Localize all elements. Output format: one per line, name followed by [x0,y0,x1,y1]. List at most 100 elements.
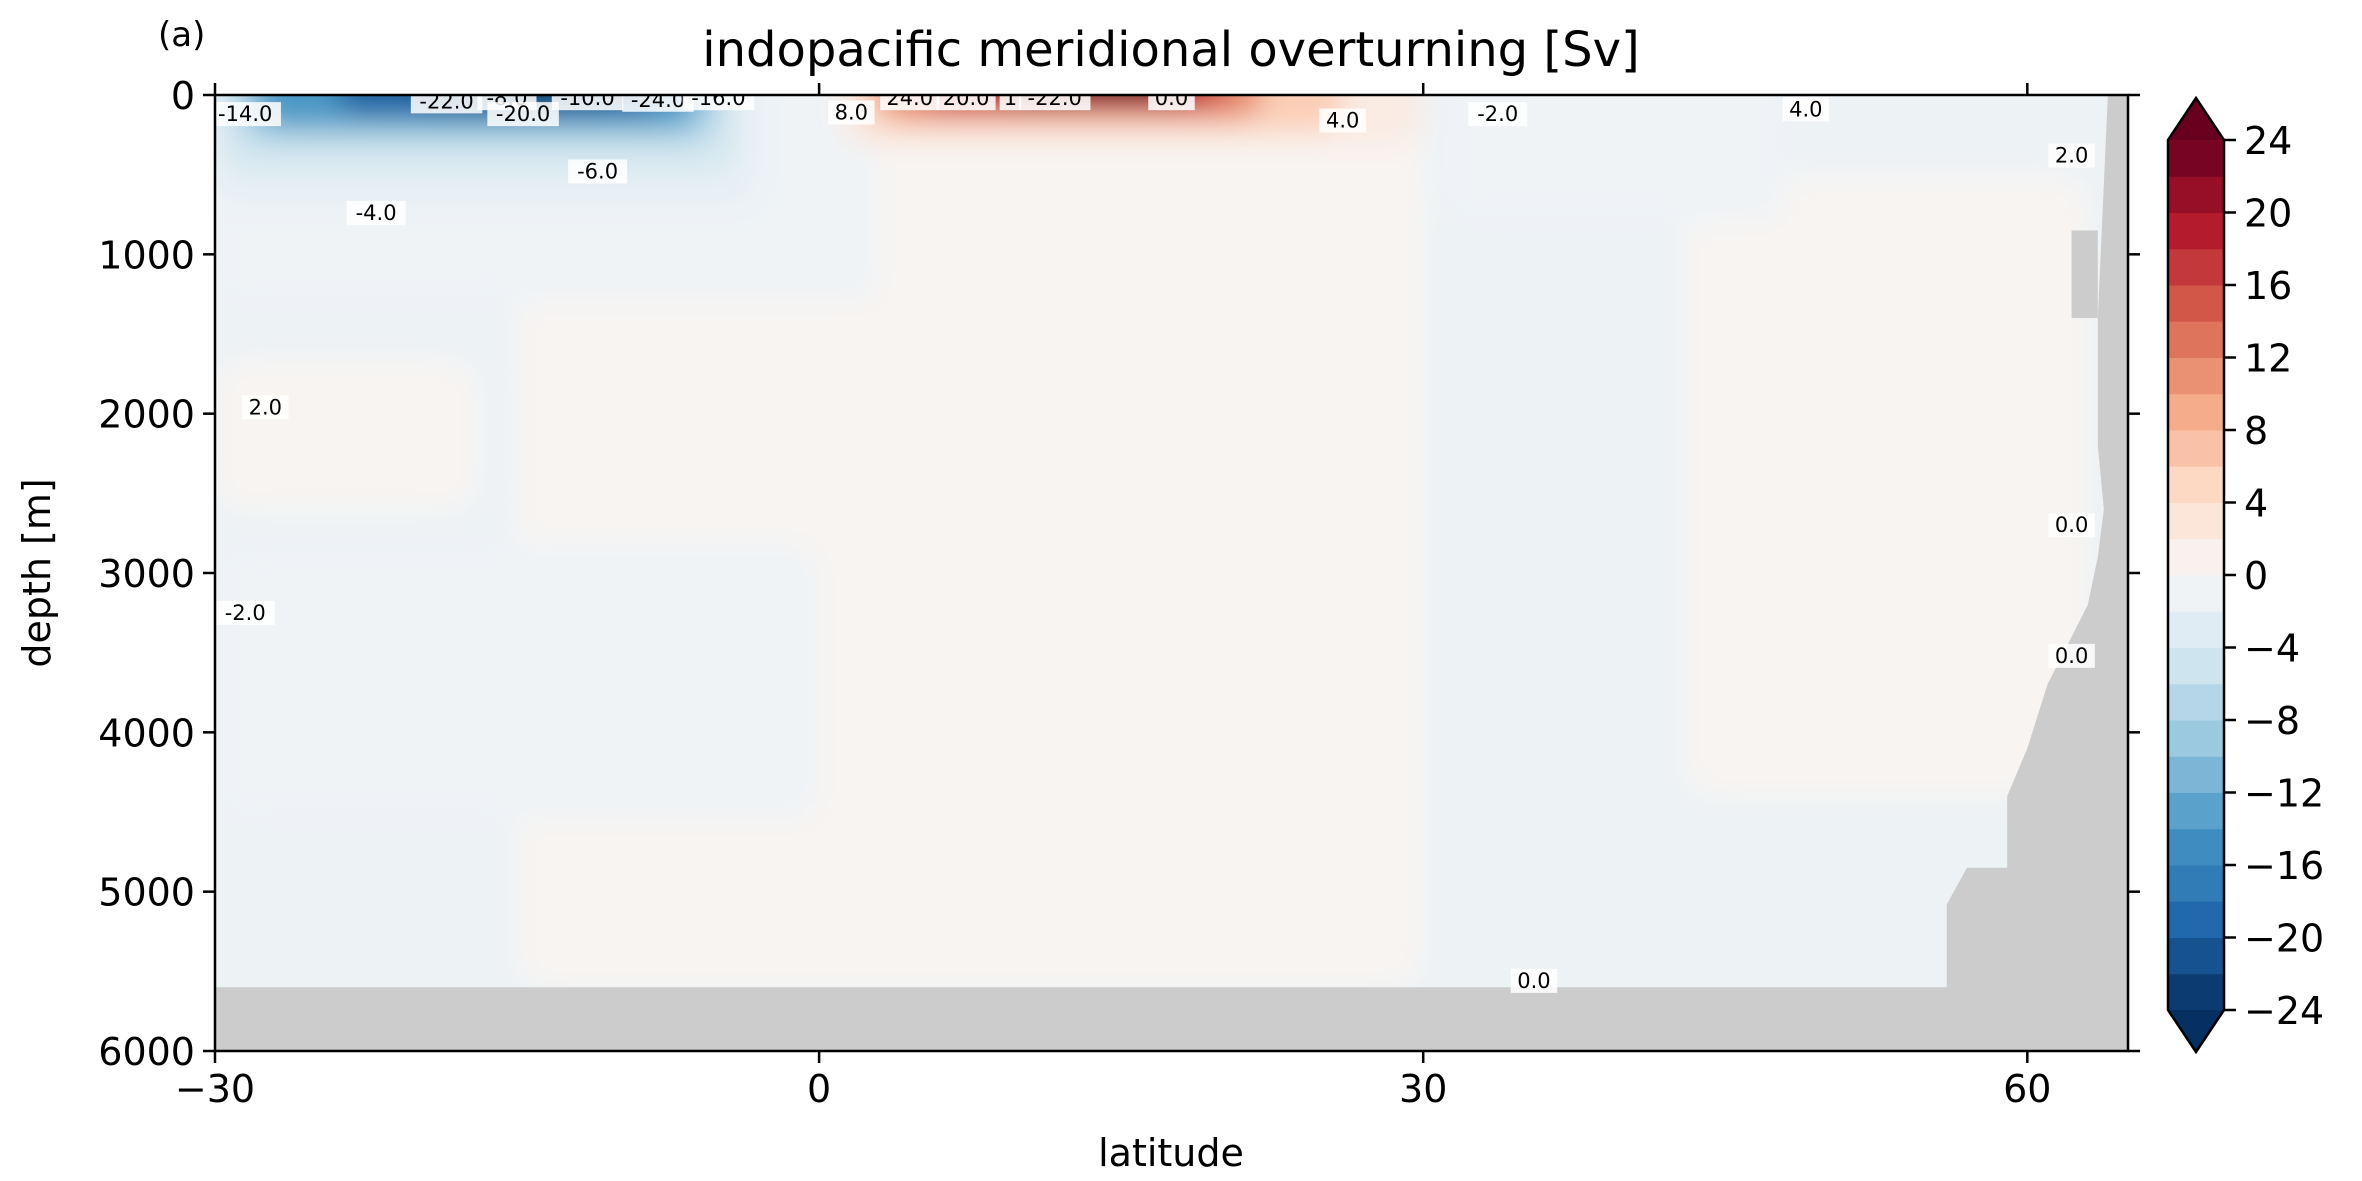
colorbar-band [2168,937,2224,975]
contour-label-5: -24.0 [622,88,694,112]
svg-text:-22.0: -22.0 [419,89,473,113]
x-tick-label-3: 60 [2003,1067,2051,1111]
svg-text:4.0: 4.0 [1326,108,1359,132]
y-tick-label-2: 2000 [98,393,195,437]
colorbar-band [2168,792,2224,830]
colorbar-tick-label-9: −12 [2244,772,2324,816]
contour-label-6: -16.0 [682,86,755,111]
colorbar-tick-label-8: −8 [2244,699,2300,743]
x-tick-label-1: 0 [807,1067,831,1111]
y-tick-label-3: 3000 [98,552,195,596]
contour-label-0: -14.0 [215,102,281,127]
contour-label-8: -4.0 [346,200,406,225]
contour-label-21: 0.0 [2048,513,2095,538]
field-region-5 [1443,95,1786,223]
contour-label-1: -22.0 [410,89,483,114]
contour-label-23: 0.0 [1510,968,1558,993]
svg-text:-4.0: -4.0 [356,201,397,225]
colorbar-tick-label-7: −4 [2244,627,2300,671]
colorbar-band [2168,466,2224,503]
colorbar: 24 20 16 12 8 4 0 −4 −8 −12 −16 −20 −24 [2166,95,2324,1055]
chart-title: indopacific meridional overturning [Sv] [702,22,1639,78]
svg-text:0.0: 0.0 [2055,513,2088,537]
colorbar-band [2168,357,2224,395]
colorbar-tick-label-6: 0 [2244,554,2268,598]
panel-label: (a) [158,15,205,55]
land-mask [215,95,2128,1051]
y-tick-label-4: 4000 [98,711,195,755]
colorbar-tick-label-2: 16 [2244,264,2292,308]
svg-text:-10.0: -10.0 [560,86,614,110]
field-region-0 [215,359,477,510]
svg-text:20.0: 20.0 [943,86,990,110]
contour-label-9: 2.0 [242,395,289,420]
contour-label-20: 2.0 [2048,143,2095,168]
field-region-4 [215,543,820,820]
svg-text:-14.0: -14.0 [218,102,272,126]
contour-label-13: 20.0 [936,86,996,111]
y-axis-ticks: 0 1000 2000 3000 4000 5000 6000 [98,74,2140,1074]
y-tick-label-1: 1000 [98,233,195,277]
colorbar-tick-label-10: −16 [2244,844,2324,888]
svg-text:8.0: 8.0 [835,101,868,125]
svg-text:-16.0: -16.0 [691,86,745,110]
x-axis-ticks: −30 0 30 60 [175,83,2051,1111]
colorbar-band [2168,176,2224,213]
contour-label-17: 4.0 [1319,108,1366,133]
x-tick-label-2: 30 [1399,1067,1447,1111]
colorbar-band [2168,140,2224,177]
colorbar-band [2168,430,2224,467]
svg-text:0.0: 0.0 [1517,969,1550,993]
colorbar-band [2168,575,2224,612]
svg-text:-24.0: -24.0 [631,88,685,112]
colorbar-band [2168,828,2224,866]
contour-label-14: 1 [999,95,1022,111]
colorbar-tick-label-4: 8 [2244,409,2268,453]
x-tick-label-0: −30 [175,1067,255,1111]
svg-text:4.0: 4.0 [1789,97,1822,121]
colorbar-extend-bottom [2168,1010,2224,1052]
colorbar-band [2168,212,2224,250]
colorbar-band [2168,393,2224,431]
colorbar-band [2168,611,2224,648]
y-tick-label-0: 0 [171,74,195,118]
colorbar-band [2168,538,2224,576]
colorbar-extend-top [2168,98,2224,140]
colorbar-band [2168,720,2224,757]
colorbar-band [2168,321,2224,358]
svg-text:-2.0: -2.0 [225,601,266,625]
y-tick-label-5: 5000 [98,871,195,915]
colorbar-tick-label-1: 20 [2244,192,2292,236]
svg-text:2.0: 2.0 [249,395,282,419]
colorbar-band [2168,285,2224,322]
svg-text:2.0: 2.0 [2055,144,2088,168]
svg-text:-2.0: -2.0 [1477,102,1518,126]
colorbar-tick-label-0: 24 [2244,119,2292,163]
svg-text:-22.0: -22.0 [1028,86,1082,110]
colorbar-band [2168,901,2224,938]
svg-text:-20.0: -20.0 [496,102,550,126]
contour-label-7: -6.0 [568,159,628,184]
colorbar-tick-label-12: −24 [2244,989,2324,1033]
colorbar-tick-label-11: −20 [2244,917,2324,961]
contour-label-10: -2.0 [215,600,275,625]
contour-label-18: -2.0 [1468,102,1528,127]
contour-labels: -14.0-22.0 -8.0-20.0-10.0 -24.0 -16.0-6.0-4… [215,86,2095,993]
contour-label-16: 0.0 [1148,86,1195,111]
colorbar-band [2168,865,2224,902]
colorbar-band [2168,756,2224,793]
contour-label-15: -22.0 [1018,86,1091,111]
contour-label-4: -10.0 [551,86,624,111]
contour-label-3: -20.0 [487,102,559,127]
colorbar-band [2168,502,2224,540]
y-tick-label-6: 6000 [98,1030,195,1074]
x-axis-label: latitude [1098,1131,1244,1175]
plot-area: -14.0-22.0 -8.0-20.0-10.0 -24.0 -16.0-6.0-4… [213,86,2130,1053]
colorbar-tick-label-5: 4 [2244,482,2268,526]
colorbar-band [2168,973,2224,1011]
land-mask-step [2071,230,2098,319]
colorbar-band [2168,647,2224,685]
y-axis-label: depth [m] [15,478,59,667]
svg-text:0.0: 0.0 [1155,86,1188,110]
